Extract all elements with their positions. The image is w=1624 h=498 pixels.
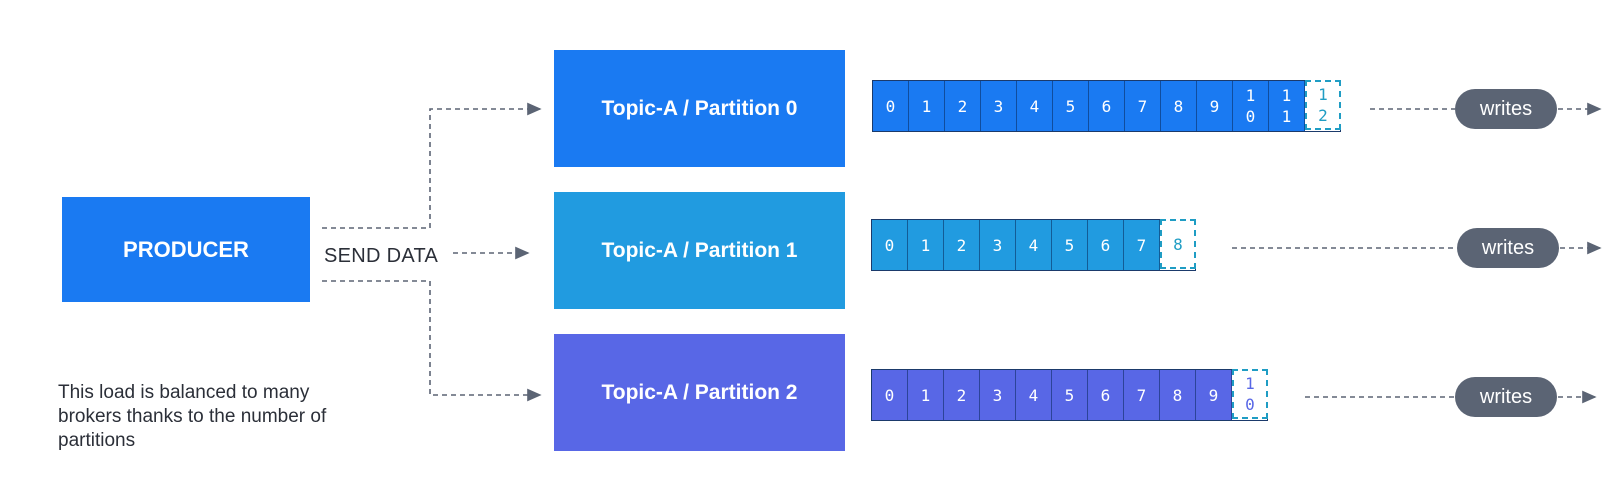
offset-cell: 4 <box>1017 81 1053 131</box>
writes-label: writes <box>1479 385 1533 408</box>
offset-cell: 6 <box>1088 220 1124 270</box>
offset-cell: 8 <box>1160 370 1196 420</box>
writes-badge-0: writes <box>1455 89 1557 129</box>
offset-cell: 5 <box>1053 81 1089 131</box>
offset-cell: 1 <box>908 370 944 420</box>
producer-label: PRODUCER <box>123 236 249 262</box>
offset-cell: 3 <box>980 370 1016 420</box>
offset-cell: 2 <box>945 81 981 131</box>
arrow-to-partition-2 <box>322 280 542 402</box>
partition-0-label: Topic-A / Partition 0 <box>601 96 798 120</box>
offset-cell: 5 <box>1052 370 1088 420</box>
producer-box: PRODUCER <box>62 197 310 302</box>
offset-cell: 2 <box>944 370 980 420</box>
offset-cell: 8 <box>1161 81 1197 131</box>
partition-2-box: Topic-A / Partition 2 <box>554 334 845 451</box>
offset-cell: 9 <box>1196 370 1232 420</box>
next-offset-cell: 8 <box>1160 219 1196 269</box>
balance-note: This load is balanced to many brokers th… <box>58 382 327 451</box>
writes-badge-2: writes <box>1455 377 1557 417</box>
offset-cell: 3 <box>980 220 1016 270</box>
offset-cell: 1 <box>908 220 944 270</box>
offset-cell: 6 <box>1088 370 1124 420</box>
writes-label: writes <box>1481 236 1535 259</box>
send-data-label: SEND DATA <box>324 245 439 267</box>
offset-cell: 0 <box>872 220 908 270</box>
offset-cell: 5 <box>1052 220 1088 270</box>
offset-cell: 7 <box>1125 81 1161 131</box>
offset-cell: 1 <box>909 81 945 131</box>
arrow-to-partition-0 <box>322 102 542 229</box>
offset-cell: 4 <box>1016 370 1052 420</box>
next-offset-cell: 1 0 <box>1232 369 1268 419</box>
offset-cell: 6 <box>1089 81 1125 131</box>
offset-cell: 2 <box>944 220 980 270</box>
partition-0-box: Topic-A / Partition 0 <box>554 50 845 167</box>
partition-1-box: Topic-A / Partition 1 <box>554 192 845 309</box>
offset-cell: 4 <box>1016 220 1052 270</box>
offset-cell: 9 <box>1197 81 1233 131</box>
offset-cell: 1 0 <box>1233 81 1269 131</box>
offset-cell: 7 <box>1124 370 1160 420</box>
offset-cell: 0 <box>872 370 908 420</box>
partition-1-label: Topic-A / Partition 1 <box>601 238 798 262</box>
writes-label: writes <box>1479 97 1533 120</box>
partition-2-label: Topic-A / Partition 2 <box>601 380 798 404</box>
offset-cell: 7 <box>1124 220 1160 270</box>
next-offset-cell: 1 2 <box>1305 80 1341 130</box>
offset-cell: 1 1 <box>1269 81 1305 131</box>
offset-cell: 3 <box>981 81 1017 131</box>
writes-badge-1: writes <box>1457 228 1559 268</box>
offset-cell: 0 <box>873 81 909 131</box>
